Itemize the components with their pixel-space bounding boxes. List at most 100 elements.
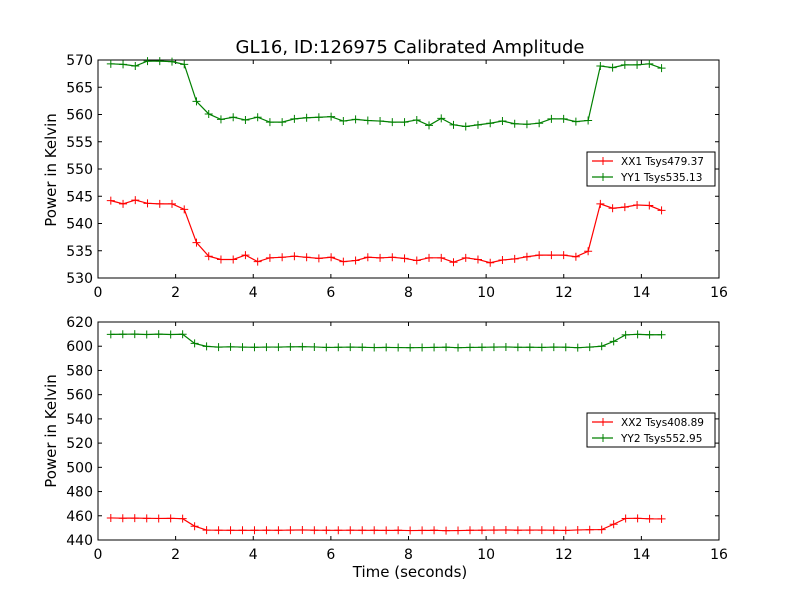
data-point-marker	[327, 112, 336, 121]
data-point-marker	[339, 117, 348, 126]
data-point-marker	[118, 330, 127, 339]
data-point-marker	[274, 526, 283, 535]
data-point-marker	[322, 526, 331, 535]
data-point-marker	[216, 255, 225, 264]
data-point-marker	[351, 115, 360, 124]
data-point-marker	[620, 60, 629, 69]
data-point-marker	[571, 117, 580, 126]
chart-title: GL16, ID:126975 Calibrated Amplitude	[236, 37, 585, 58]
bottom-panel: 0 2 4 6 8 10 12 14 16 440 460 480 500 520 540 560 580 600…	[66, 315, 728, 563]
data-point-marker	[290, 114, 299, 123]
data-point-marker	[226, 526, 235, 535]
data-point-marker	[327, 253, 336, 262]
data-point-marker	[363, 116, 372, 125]
x-tick-label: 10	[477, 285, 495, 301]
data-point-marker	[608, 63, 617, 72]
y-tick-label: 580	[66, 363, 93, 379]
legend-label: YY1 Tsys535.13	[620, 172, 702, 184]
y-tick-label: 535	[66, 244, 93, 260]
data-point-marker	[286, 526, 295, 535]
data-point-marker	[633, 200, 642, 209]
data-point-marker	[535, 119, 544, 128]
data-point-marker	[620, 203, 629, 212]
data-point-marker	[406, 526, 415, 535]
data-point-marker	[226, 342, 235, 351]
data-point-marker	[204, 252, 213, 261]
x-axis-label: Time (seconds)	[352, 563, 468, 581]
data-point-marker	[310, 342, 319, 351]
data-point-marker	[449, 120, 458, 129]
top-panel: 0 2 4 6 8 10 12 14 16 530 535 540 545 550 555 560 565 570…	[66, 53, 728, 301]
x-tick-label: 14	[632, 285, 650, 301]
data-point-marker	[477, 526, 486, 535]
data-point-marker	[314, 113, 323, 122]
data-point-marker	[388, 118, 397, 127]
data-point-marker	[265, 118, 274, 127]
series-line	[110, 60, 662, 128]
data-point-marker	[525, 343, 534, 352]
legend-marker	[599, 173, 607, 181]
data-point-marker	[180, 205, 189, 214]
x-tick-label: 6	[326, 285, 335, 301]
data-point-marker	[645, 514, 654, 523]
x-tick-label: 0	[94, 547, 103, 563]
data-point-marker	[290, 252, 299, 261]
data-point-marker	[286, 342, 295, 351]
data-point-marker	[442, 343, 451, 352]
x-tick-label: 16	[710, 285, 728, 301]
x-tick-label: 10	[477, 547, 495, 563]
data-point-marker	[119, 60, 128, 69]
data-point-marker	[425, 121, 434, 130]
data-point-marker	[633, 514, 642, 523]
data-point-marker	[131, 196, 140, 205]
data-point-marker	[119, 199, 128, 208]
data-point-marker	[298, 342, 307, 351]
data-point-marker	[633, 60, 642, 69]
data-point-marker	[216, 115, 225, 124]
data-point-marker	[547, 251, 556, 260]
y-tick-label: 500	[66, 460, 93, 476]
data-point-marker	[584, 247, 593, 256]
y-tick-label: 440	[66, 533, 93, 549]
y-tick-label: 560	[66, 108, 93, 124]
data-point-marker	[388, 253, 397, 262]
x-tick-label: 14	[632, 547, 650, 563]
data-point-marker	[461, 122, 470, 131]
data-point-marker	[241, 251, 250, 260]
legend-label: XX1 Tsys479.37	[621, 156, 704, 168]
data-point-marker	[302, 113, 311, 122]
x-tick-label: 8	[404, 285, 413, 301]
data-point-marker	[657, 514, 666, 523]
y-tick-label: 545	[66, 189, 93, 205]
data-point-marker	[178, 330, 187, 339]
legend-marker	[599, 434, 607, 442]
data-point-marker	[166, 330, 175, 339]
data-point-marker	[573, 343, 582, 352]
data-point-marker	[621, 514, 630, 523]
data-point-marker	[513, 526, 522, 535]
data-point-marker	[334, 343, 343, 352]
data-point-marker	[489, 526, 498, 535]
data-point-marker	[192, 238, 201, 247]
data-point-marker	[477, 343, 486, 352]
data-point-marker	[178, 514, 187, 523]
data-point-marker	[430, 343, 439, 352]
data-point-marker	[645, 201, 654, 210]
data-point-marker	[351, 256, 360, 265]
data-point-marker	[609, 337, 618, 346]
data-point-marker	[501, 525, 510, 534]
data-point-marker	[394, 343, 403, 352]
data-point-marker	[406, 343, 415, 352]
data-point-marker	[473, 255, 482, 264]
data-point-marker	[465, 526, 474, 535]
data-point-marker	[274, 343, 283, 352]
data-point-marker	[142, 514, 151, 523]
top-y-axis-label: Power in Kelvin	[42, 113, 60, 227]
data-point-marker	[430, 526, 439, 535]
data-point-marker	[253, 113, 262, 122]
data-point-marker	[106, 513, 115, 522]
data-point-marker	[486, 119, 495, 128]
data-point-marker	[522, 252, 531, 261]
data-point-marker	[645, 59, 654, 68]
data-point-marker	[510, 254, 519, 263]
